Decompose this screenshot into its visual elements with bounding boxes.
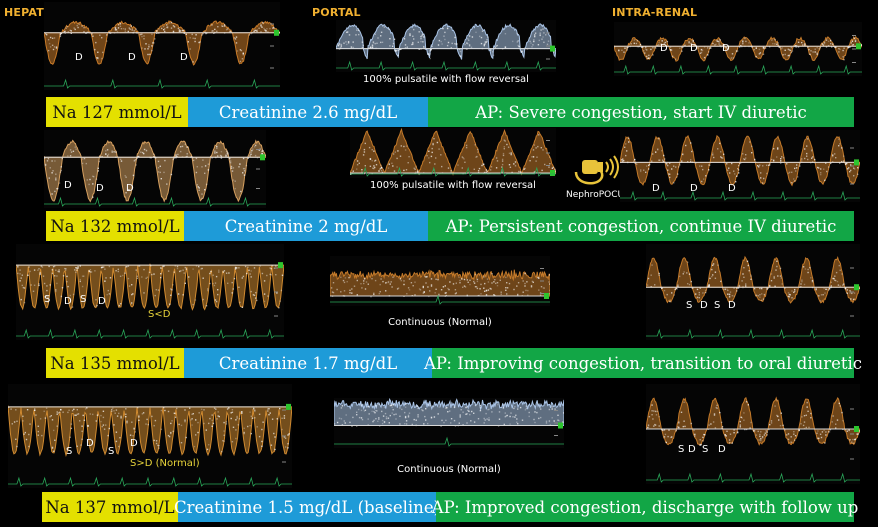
portal-caption-3: Continuous (Normal) xyxy=(388,317,492,328)
hepatic-label-4d: D xyxy=(130,438,138,449)
status-bar-1: Na 127 mmol/L Creatinine 2.6 mg/dL AP: S… xyxy=(0,97,878,127)
renal-doppler-2 xyxy=(620,130,860,202)
renal-label-4b: D xyxy=(688,444,696,455)
renal-label-3a: S xyxy=(686,300,693,311)
portal-doppler-3 xyxy=(330,256,550,306)
hepatic-label-4a: S xyxy=(66,446,73,457)
renal-label-3d: D xyxy=(728,300,736,311)
hepatic-label-1b: D xyxy=(128,52,136,63)
sodium-value-4: Na 137 mmol/L xyxy=(42,492,178,522)
renal-label-4c: S xyxy=(702,444,709,455)
hepatic-doppler-3 xyxy=(16,244,284,340)
hepatic-label-1a: D xyxy=(75,52,83,63)
hepatic-note-4: S>D (Normal) xyxy=(130,458,200,469)
sodium-value-1: Na 127 mmol/L xyxy=(46,97,188,127)
hepatic-label-2b: D xyxy=(96,183,104,194)
portal-caption-1: 100% pulsatile with flow reversal xyxy=(363,74,529,85)
portal-doppler-2 xyxy=(350,128,556,178)
hepatic-label-4c: S xyxy=(108,446,115,457)
hepatic-label-3d: D xyxy=(98,296,106,307)
portal-header: PORTAL xyxy=(312,6,361,19)
renal-label-1a: D xyxy=(660,43,668,54)
creatinine-value-3: Creatinine 1.7 mg/dL xyxy=(184,348,432,378)
renal-label-3c: S xyxy=(714,300,721,311)
creatinine-value-4: Creatinine 1.5 mg/dL (baseline) xyxy=(174,492,440,522)
renal-label-1b: D xyxy=(690,43,698,54)
renal-label-3b: D xyxy=(700,300,708,311)
hepatic-label-1c: D xyxy=(180,52,188,63)
renal-label-4d: D xyxy=(718,444,726,455)
portal-caption-2: 100% pulsatile with flow reversal xyxy=(370,180,536,191)
portal-doppler-4 xyxy=(334,398,564,448)
renal-label-2b: D xyxy=(690,183,698,194)
intrarenal-header: INTRA-RENAL xyxy=(612,6,698,19)
renal-label-2c: D xyxy=(728,183,736,194)
hepatic-label-2c: D xyxy=(126,183,134,194)
renal-doppler-4 xyxy=(646,384,860,484)
assessment-plan-1: AP: Severe congestion, start IV diuretic xyxy=(428,97,854,127)
assessment-plan-2: AP: Persistent congestion, continue IV d… xyxy=(428,211,854,241)
assessment-plan-4: AP: Improved congestion, discharge with … xyxy=(432,492,858,522)
renal-label-1c: D xyxy=(722,43,730,54)
portal-caption-4: Continuous (Normal) xyxy=(397,464,501,475)
hepatic-label-2a: D xyxy=(64,180,72,191)
creatinine-value-1: Creatinine 2.6 mg/dL xyxy=(188,97,428,127)
hepatic-note-3: S<D xyxy=(148,309,171,320)
logo-text: NephroPOCUS xyxy=(566,190,630,200)
sodium-value-3: Na 135 mmol/L xyxy=(46,348,184,378)
renal-label-4a: S xyxy=(678,444,685,455)
status-bar-4: Na 137 mmol/L Creatinine 1.5 mg/dL (base… xyxy=(0,492,878,522)
hepatic-header: HEPATIC xyxy=(4,6,57,19)
creatinine-value-2: Creatinine 2 mg/dL xyxy=(184,211,428,241)
renal-doppler-1 xyxy=(614,22,862,76)
hepatic-label-3a: S xyxy=(44,294,51,305)
nephropocus-logo-icon xyxy=(574,155,619,185)
assessment-plan-3: AP: Improving congestion, transition to … xyxy=(424,348,862,378)
hepatic-label-3b: D xyxy=(64,296,72,307)
status-bar-3: Na 135 mmol/L Creatinine 1.7 mg/dL AP: I… xyxy=(0,348,878,378)
renal-label-2a: D xyxy=(652,183,660,194)
hepatic-doppler-4 xyxy=(8,384,292,488)
renal-doppler-3 xyxy=(646,244,860,340)
hepatic-label-3c: S xyxy=(80,294,87,305)
sodium-value-2: Na 132 mmol/L xyxy=(46,211,184,241)
portal-doppler-1 xyxy=(336,20,556,72)
hepatic-doppler-1 xyxy=(44,2,280,90)
status-bar-2: Na 132 mmol/L Creatinine 2 mg/dL AP: Per… xyxy=(0,211,878,241)
hepatic-label-4b: D xyxy=(86,438,94,449)
hepatic-doppler-2 xyxy=(44,130,266,208)
